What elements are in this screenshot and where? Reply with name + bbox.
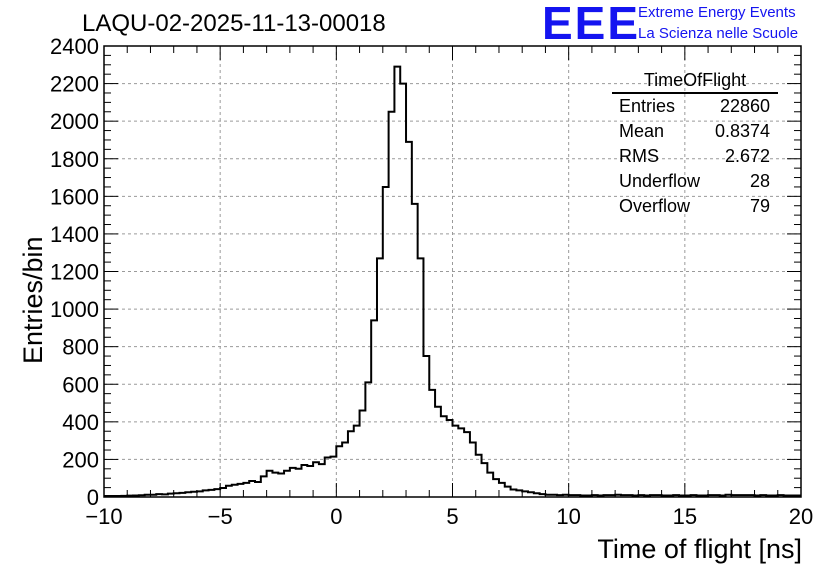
x-tick-label: 5 <box>446 504 458 529</box>
logo-line-2: La Scienza nelle Scuole <box>638 25 799 42</box>
x-tick-label: 20 <box>789 504 813 529</box>
x-tick-labels: −10 −5 0 5 10 15 20 <box>85 504 813 529</box>
x-tick-label: −5 <box>208 504 233 529</box>
y-tick-label: 1400 <box>50 222 99 247</box>
y-axis-label: Entries/bin <box>18 236 48 364</box>
x-tick-label: 10 <box>556 504 580 529</box>
y-tick-label: 2400 <box>50 34 99 59</box>
x-tick-label: −10 <box>85 504 122 529</box>
x-tick-label: 0 <box>330 504 342 529</box>
y-tick-label: 0 <box>87 485 99 510</box>
y-tick-labels: 0 200 400 600 800 1000 1200 1400 1600 1800 2000 220… <box>50 34 99 510</box>
stats-label: Overflow <box>619 196 691 216</box>
y-tick-label: 2000 <box>50 109 99 134</box>
axis-ticks <box>103 45 802 498</box>
y-tick-label: 1200 <box>50 260 99 285</box>
stats-row-entries: Entries 22860 <box>612 94 778 119</box>
stats-value: 0.8374 <box>714 121 770 141</box>
eee-logo: EEE <box>542 0 641 49</box>
y-tick-label: 1000 <box>50 297 99 322</box>
stats-value: 22860 <box>719 96 770 116</box>
y-tick-label: 800 <box>62 335 99 360</box>
stats-row-rms: RMS 2.672 <box>612 144 778 169</box>
y-tick-label: 1800 <box>50 147 99 172</box>
stats-label: Underflow <box>619 171 701 191</box>
y-tick-label: 600 <box>62 372 99 397</box>
logo-line-1: Extreme Energy Events <box>638 4 796 21</box>
plot-title: LAQU-02-2025-11-13-00018 <box>82 10 386 37</box>
y-tick-label: 1600 <box>50 184 99 209</box>
stats-label: Entries <box>619 96 676 116</box>
x-axis-label: Time of flight [ns] <box>597 534 802 564</box>
stats-label: Mean <box>619 121 665 141</box>
stats-row-underflow: Underflow 28 <box>612 169 778 194</box>
stats-box: TimeOfFlight Entries 22860 Mean 0.8374 R… <box>612 68 778 219</box>
stats-row-mean: Mean 0.8374 <box>612 119 778 144</box>
y-tick-label: 2200 <box>50 72 99 97</box>
stats-value: 28 <box>749 171 770 191</box>
stats-value: 79 <box>749 196 770 216</box>
y-tick-label: 400 <box>62 410 99 435</box>
stats-title: TimeOfFlight <box>612 68 778 94</box>
y-tick-label: 200 <box>62 447 99 472</box>
x-tick-label: 15 <box>673 504 697 529</box>
stats-label: RMS <box>619 146 659 166</box>
stats-row-overflow: Overflow 79 <box>612 194 778 219</box>
stats-value: 2.672 <box>724 146 770 166</box>
